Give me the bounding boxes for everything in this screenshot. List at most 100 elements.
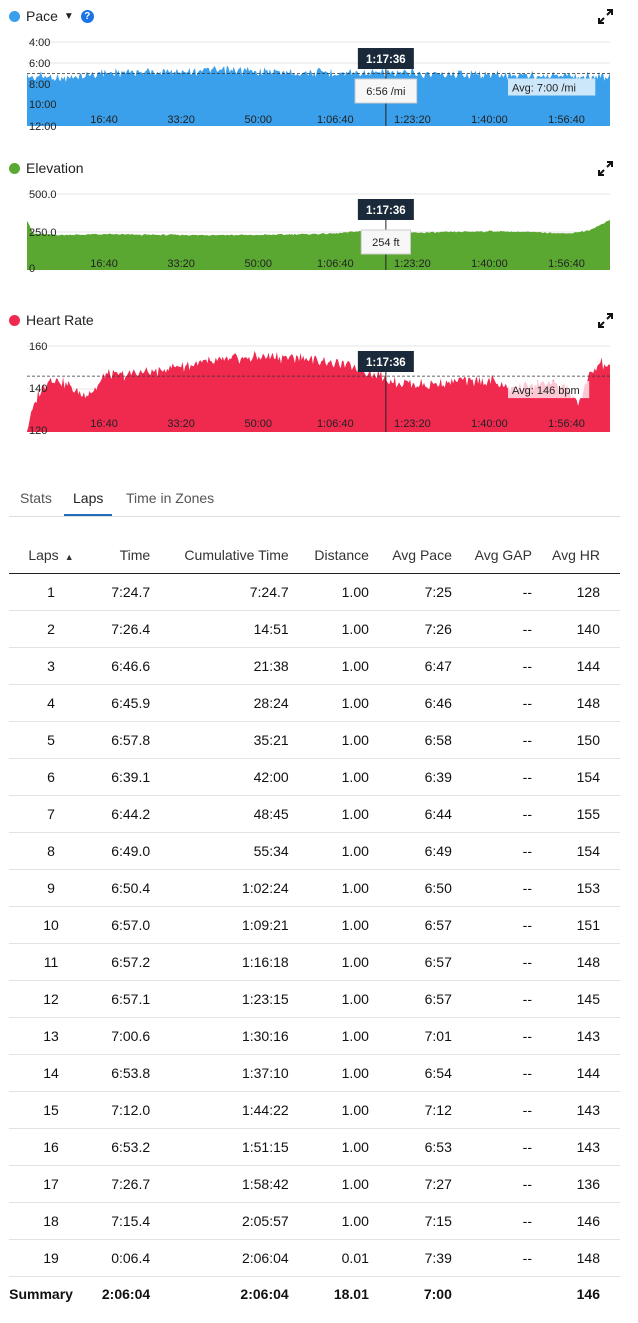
cell-lap-number: 1 — [9, 573, 93, 611]
table-row[interactable]: 1 7:24.7 7:24.7 1.00 7:25 -- 128 — [9, 573, 620, 611]
table-row[interactable]: 11 6:57.2 1:16:18 1.00 6:57 -- 148 — [9, 943, 620, 981]
pace-title: Pace — [26, 8, 58, 24]
cell-cumulative-time: 48:45 — [170, 795, 309, 833]
cell-distance: 1.00 — [308, 1165, 389, 1203]
table-row[interactable]: 18 7:15.4 2:05:57 1.00 7:15 -- 146 — [9, 1202, 620, 1240]
cell-lap-number: 13 — [9, 1017, 93, 1055]
cell-avg-pace: 6:44 — [388, 795, 472, 833]
table-row[interactable]: 5 6:57.8 35:21 1.00 6:58 -- 150 — [9, 721, 620, 759]
cell-lap-time: 6:57.2 — [92, 943, 171, 981]
pace-legend[interactable]: Pace ▼ ? — [9, 6, 94, 26]
cell-lap-time: 6:50.4 — [92, 869, 171, 907]
cursor-time-badge — [357, 199, 414, 220]
cell-cumulative-time: 1:37:10 — [170, 1054, 309, 1092]
cell-avg-hr: 128 — [551, 573, 620, 611]
cell-cumulative-time: 1:51:15 — [170, 1128, 309, 1166]
table-row[interactable]: 13 7:00.6 1:30:16 1.00 7:01 -- 143 — [9, 1017, 620, 1055]
col-header-avg-hr[interactable]: Avg HR — [551, 537, 620, 574]
cursor-value-tooltip — [354, 78, 418, 104]
cell-avg-gap: -- — [471, 943, 552, 981]
cell-avg-gap: -- — [471, 1165, 552, 1203]
cell-lap-time: 6:49.0 — [92, 832, 171, 870]
col-header-time[interactable]: Time — [92, 537, 171, 574]
cell-distance: 1.00 — [308, 1091, 389, 1129]
table-row[interactable]: 2 7:26.4 14:51 1.00 7:26 -- 140 — [9, 610, 620, 648]
table-row[interactable]: 12 6:57.1 1:23:15 1.00 6:57 -- 145 — [9, 980, 620, 1018]
cell-lap-time: 7:12.0 — [92, 1091, 171, 1129]
cell-avg-hr: 144 — [551, 1054, 620, 1092]
table-row[interactable]: 9 6:50.4 1:02:24 1.00 6:50 -- 153 — [9, 869, 620, 907]
cell-lap-number: 17 — [9, 1165, 93, 1203]
cell-lap-time: 7:26.7 — [92, 1165, 171, 1203]
help-icon[interactable]: ? — [80, 9, 94, 23]
elevation-dot-icon — [9, 162, 20, 174]
cell-lap-number: 16 — [9, 1128, 93, 1166]
expand-icon[interactable] — [598, 9, 613, 24]
col-header-cumulative-time[interactable]: Cumulative Time — [170, 537, 309, 574]
pace-chart[interactable]: 4:00 6:00 8:00 10:00 12:00 16:40 33:20 50:00 1:0… — [0, 6, 638, 130]
x-tick-label: 50:00 — [244, 114, 272, 126]
table-row[interactable]: 8 6:49.0 55:34 1.00 6:49 -- 154 — [9, 832, 620, 870]
table-row[interactable]: 16 6:53.2 1:51:15 1.00 6:53 -- 143 — [9, 1128, 620, 1166]
table-row[interactable]: 3 6:46.6 21:38 1.00 6:47 -- 144 — [9, 647, 620, 685]
table-row[interactable]: 19 0:06.4 2:06:04 0.01 7:39 -- 148 — [9, 1239, 620, 1277]
cell-avg-hr: 155 — [551, 795, 620, 833]
x-tick-label: 1:23:20 — [394, 114, 431, 126]
expand-icon[interactable] — [598, 313, 613, 328]
tab-stats[interactable]: Stats — [20, 490, 52, 506]
cell-avg-pace: 7:27 — [388, 1165, 472, 1203]
y-tick-label: 140 — [29, 383, 47, 395]
cell-lap-time: 6:46.6 — [92, 647, 171, 685]
x-tick-label: 1:56:40 — [548, 114, 585, 126]
table-row[interactable]: 17 7:26.7 1:58:42 1.00 7:27 -- 136 — [9, 1165, 620, 1203]
y-tick-label: 160 — [29, 341, 47, 353]
undefined — [27, 350, 610, 432]
heart-rate-chart-panel: Heart Rate 160 140 120 16:40 33:20 50:00 1:06:… — [0, 310, 638, 436]
col-header-avg-pace[interactable]: Avg Pace — [388, 537, 472, 574]
caret-down-icon[interactable]: ▼ — [63, 10, 74, 22]
y-tick-label: 120 — [29, 425, 47, 436]
cell-distance: 1.00 — [308, 1054, 389, 1092]
summary-cumulative-time: 2:06:04 — [240, 1286, 289, 1303]
summary-distance: 18.01 — [333, 1286, 369, 1303]
sort-ascending-icon[interactable]: ▲ — [64, 551, 74, 562]
heart-rate-legend[interactable]: Heart Rate — [9, 310, 94, 330]
table-row[interactable]: 4 6:45.9 28:24 1.00 6:46 -- 148 — [9, 684, 620, 722]
cell-avg-hr: 150 — [551, 721, 620, 759]
cell-cumulative-time: 1:16:18 — [170, 943, 309, 981]
cell-lap-time: 7:26.4 — [92, 610, 171, 648]
heart-rate-chart[interactable]: 160 140 120 16:40 33:20 50:00 1:06:40 1:23:20 1:… — [0, 310, 638, 436]
x-tick-label: 16:40 — [90, 258, 118, 270]
cell-avg-gap: -- — [471, 832, 552, 870]
cell-lap-time: 7:24.7 — [92, 573, 171, 611]
cell-avg-pace: 6:57 — [388, 943, 472, 981]
cursor-time-label: 1:17:36 — [366, 205, 406, 217]
y-tick-label: 12:00 — [29, 121, 57, 130]
table-header-row: Laps ▲ Time Cumulative Time Distance Avg … — [9, 537, 620, 574]
col-header-laps[interactable]: Laps ▲ — [9, 537, 93, 574]
cell-lap-number: 11 — [9, 943, 93, 981]
expand-icon[interactable] — [598, 161, 613, 176]
col-header-distance[interactable]: Distance — [308, 537, 389, 574]
tab-time-in-zones[interactable]: Time in Zones — [126, 490, 215, 506]
table-row[interactable]: 15 7:12.0 1:44:22 1.00 7:12 -- 143 — [9, 1091, 620, 1129]
col-header-avg-gap[interactable]: Avg GAP — [471, 537, 552, 574]
table-row[interactable]: 6 6:39.1 42:00 1.00 6:39 -- 154 — [9, 758, 620, 796]
table-row[interactable]: 10 6:57.0 1:09:21 1.00 6:57 -- 151 — [9, 906, 620, 944]
cell-lap-time: 6:44.2 — [92, 795, 171, 833]
cell-distance: 1.00 — [308, 869, 389, 907]
tab-laps[interactable]: Laps — [64, 490, 113, 516]
cell-lap-number: 2 — [9, 610, 93, 648]
table-row[interactable]: 14 6:53.8 1:37:10 1.00 6:54 -- 144 — [9, 1054, 620, 1092]
elevation-chart[interactable]: 500.0 250.0 0 16:40 33:20 50:00 1:06:40 1:23:20… — [0, 158, 638, 278]
elevation-legend[interactable]: Elevation — [9, 158, 84, 178]
cell-avg-gap: -- — [471, 1202, 552, 1240]
cursor-value-label: 6:56 /mi — [366, 86, 405, 98]
cell-lap-time: 7:15.4 — [92, 1202, 171, 1240]
cell-avg-pace: 6:39 — [388, 758, 472, 796]
cell-lap-time: 0:06.4 — [92, 1239, 171, 1277]
cell-distance: 1.00 — [308, 1128, 389, 1166]
table-row[interactable]: 7 6:44.2 48:45 1.00 6:44 -- 155 — [9, 795, 620, 833]
cell-cumulative-time: 1:23:15 — [170, 980, 309, 1018]
cell-avg-gap: -- — [471, 906, 552, 944]
